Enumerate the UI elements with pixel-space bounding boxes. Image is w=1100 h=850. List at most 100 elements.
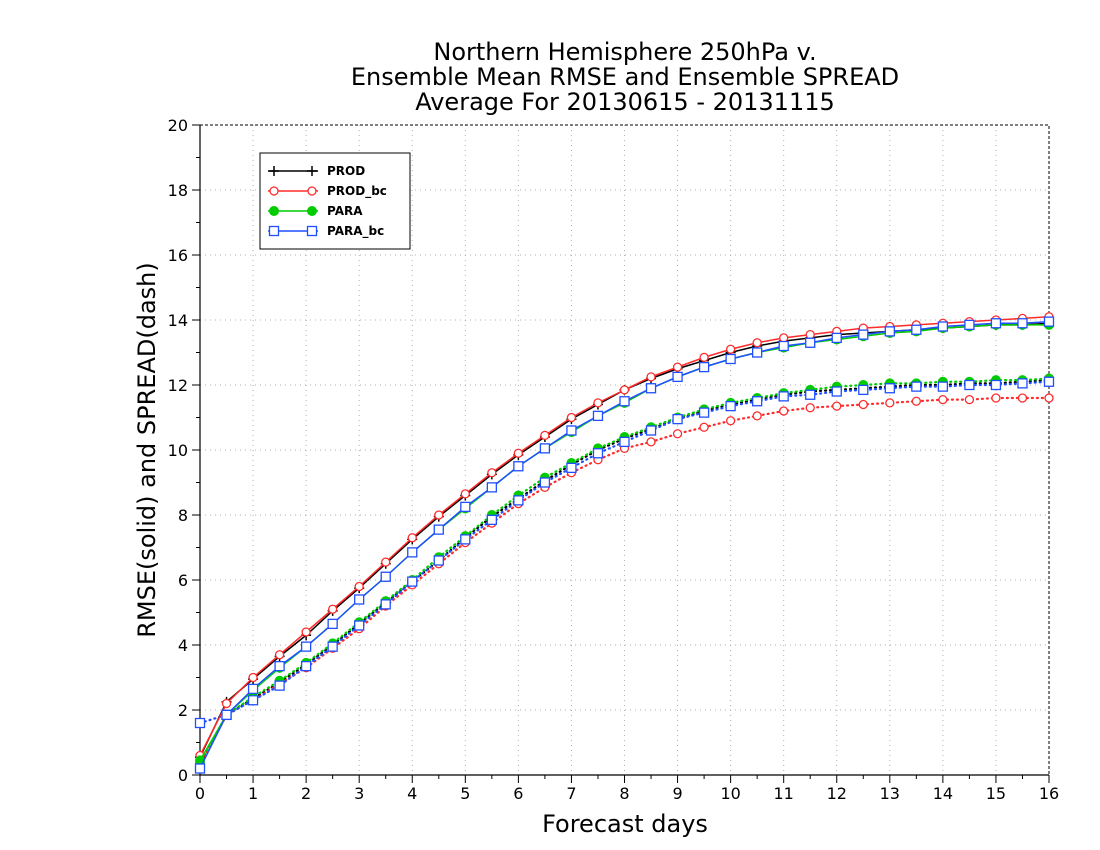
para-bc-rmse-point bbox=[194, 763, 206, 774]
prod-bc-rmse-point bbox=[566, 412, 577, 423]
y-tick-label: 0 bbox=[178, 766, 188, 785]
para-bc-rmse-point bbox=[858, 329, 869, 340]
x-axis-title: Forecast days bbox=[542, 810, 708, 838]
para-bc-spread-point bbox=[805, 389, 816, 400]
prod-bc-spread-point bbox=[885, 398, 895, 408]
para-bc-rmse-point bbox=[221, 709, 232, 721]
para-bc-spread-point bbox=[698, 407, 710, 418]
para-bc-rmse-markers bbox=[194, 316, 1055, 774]
prod-bc-rmse-point bbox=[328, 604, 338, 614]
para-bc-rmse-point bbox=[990, 318, 1002, 329]
y-tick-label: 4 bbox=[178, 636, 188, 655]
para-bc-rmse-point bbox=[672, 371, 683, 383]
para-bc-spread-point bbox=[645, 425, 657, 436]
para-bc-rmse-point bbox=[752, 347, 763, 358]
prod-bc-spread-point bbox=[964, 394, 975, 405]
para-bc-rmse-point bbox=[937, 321, 949, 332]
para-bc-spread-point bbox=[937, 381, 949, 392]
para-bc-spread-point bbox=[884, 383, 895, 394]
para-bc-spread-point bbox=[407, 576, 418, 587]
prod-bc-rmse-point bbox=[354, 581, 364, 592]
x-tick-label: 9 bbox=[672, 784, 682, 803]
para-bc-rmse-point bbox=[354, 594, 365, 605]
y-tick-label: 18 bbox=[168, 181, 188, 200]
para-bc-rmse-point bbox=[645, 383, 657, 394]
y-tick-label: 20 bbox=[168, 116, 188, 135]
prod-bc-spread-point bbox=[646, 437, 656, 447]
prod-bc-rmse-point bbox=[752, 338, 762, 348]
y-tick-label: 14 bbox=[168, 311, 188, 330]
prod-bc-spread-point bbox=[911, 396, 921, 406]
legend-label-prod-bc: PROD_bc bbox=[327, 184, 387, 199]
para-bc-rmse-point bbox=[460, 501, 471, 513]
para-bc-spread-point bbox=[539, 477, 551, 488]
para-bc-spread-point bbox=[990, 379, 1002, 391]
para-bc-spread-point bbox=[380, 599, 391, 610]
x-tick-label: 8 bbox=[619, 784, 629, 803]
prod-bc-spread-line bbox=[198, 396, 1051, 767]
legend-label-para-bc: PARA_bc bbox=[327, 224, 384, 239]
para-bc-rmse-point bbox=[884, 326, 895, 337]
para-bc-rmse-point bbox=[778, 340, 789, 352]
series-layer bbox=[194, 312, 1055, 774]
legend-marker-para-bc bbox=[268, 225, 280, 237]
prod-bc-rmse-point bbox=[779, 333, 789, 343]
prod-bc-rmse-point bbox=[407, 533, 417, 543]
x-tick-label: 14 bbox=[933, 784, 953, 803]
para-bc-rmse-point bbox=[725, 353, 736, 365]
y-tick-label: 6 bbox=[178, 571, 188, 590]
legend: PROD PROD_bc PARA PARA_bc bbox=[259, 152, 411, 250]
y-tick-label: 8 bbox=[178, 506, 188, 525]
para-bc-rmse-point bbox=[539, 443, 551, 454]
prod-bc-rmse-point bbox=[301, 627, 311, 637]
para-bc-rmse-point bbox=[911, 324, 922, 335]
x-tick-label: 16 bbox=[1039, 784, 1059, 803]
prod-bc-rmse-point bbox=[805, 329, 815, 340]
para-bc-rmse-point bbox=[619, 396, 630, 407]
chart-title-line-2: Ensemble Mean RMSE and Ensemble SPREAD bbox=[351, 63, 899, 91]
para-bc-spread-point bbox=[858, 384, 869, 396]
prod-bc-rmse-point bbox=[381, 557, 391, 567]
para-bc-spread-point bbox=[460, 534, 471, 545]
prod-bc-spread-point bbox=[858, 399, 868, 410]
prod-bc-spread-markers bbox=[195, 393, 1054, 770]
para-bc-rmse-point bbox=[513, 461, 524, 472]
x-tick-label: 1 bbox=[248, 784, 258, 803]
x-tick-label: 15 bbox=[986, 784, 1006, 803]
para-bc-rmse-point bbox=[566, 425, 577, 436]
prod-bc-rmse-point bbox=[646, 372, 656, 382]
prod-bc-spread-point bbox=[1017, 393, 1028, 403]
para-bc-spread-point bbox=[752, 396, 763, 407]
para-bc-rmse-point bbox=[831, 332, 842, 344]
y-tick-label: 16 bbox=[168, 246, 188, 265]
legend-label-prod: PROD bbox=[327, 164, 365, 178]
para-bc-rmse-point bbox=[1017, 318, 1028, 329]
para-bc-spread-point bbox=[513, 495, 524, 506]
para-bc-spread-point bbox=[911, 381, 922, 392]
prod-bc-rmse-point bbox=[619, 385, 630, 395]
chart-title: Northern Hemisphere 250hPa v. Ensemble M… bbox=[351, 38, 899, 116]
para-bc-rmse-point bbox=[407, 547, 418, 558]
para-bc-rmse-point bbox=[327, 618, 338, 630]
para-bc-spread-point bbox=[300, 660, 312, 672]
legend-marker-prod-bc bbox=[307, 186, 317, 196]
para-bc-spread-point bbox=[831, 386, 842, 397]
prod-bc-rmse-point bbox=[221, 698, 232, 709]
prod-bc-spread-point bbox=[832, 401, 842, 411]
para-bc-spread-point bbox=[1043, 376, 1055, 387]
prod-bc-rmse-point bbox=[593, 398, 603, 408]
para-bc-spread-markers bbox=[194, 376, 1055, 729]
x-tick-label: 4 bbox=[407, 784, 417, 803]
prod-bc-rmse-point bbox=[434, 510, 444, 520]
x-tick-label: 7 bbox=[566, 784, 576, 803]
axes: 0 1 2 3 4 5 6 7 8 9 10 11 12 13 14 15 160246810121416182… bbox=[168, 116, 1060, 803]
prod-bc-rmse-point bbox=[672, 362, 683, 372]
x-tick-label: 11 bbox=[774, 784, 794, 803]
chart-title-line-1: Northern Hemisphere 250hPa v. bbox=[433, 38, 816, 66]
legend-marker-prod bbox=[269, 166, 279, 176]
para-bc-spread-point bbox=[619, 436, 630, 448]
prod-bc-spread-point bbox=[938, 394, 948, 405]
chart-title-line-3: Average For 20130615 - 20131115 bbox=[415, 88, 835, 116]
legend-marker-para bbox=[269, 206, 279, 216]
